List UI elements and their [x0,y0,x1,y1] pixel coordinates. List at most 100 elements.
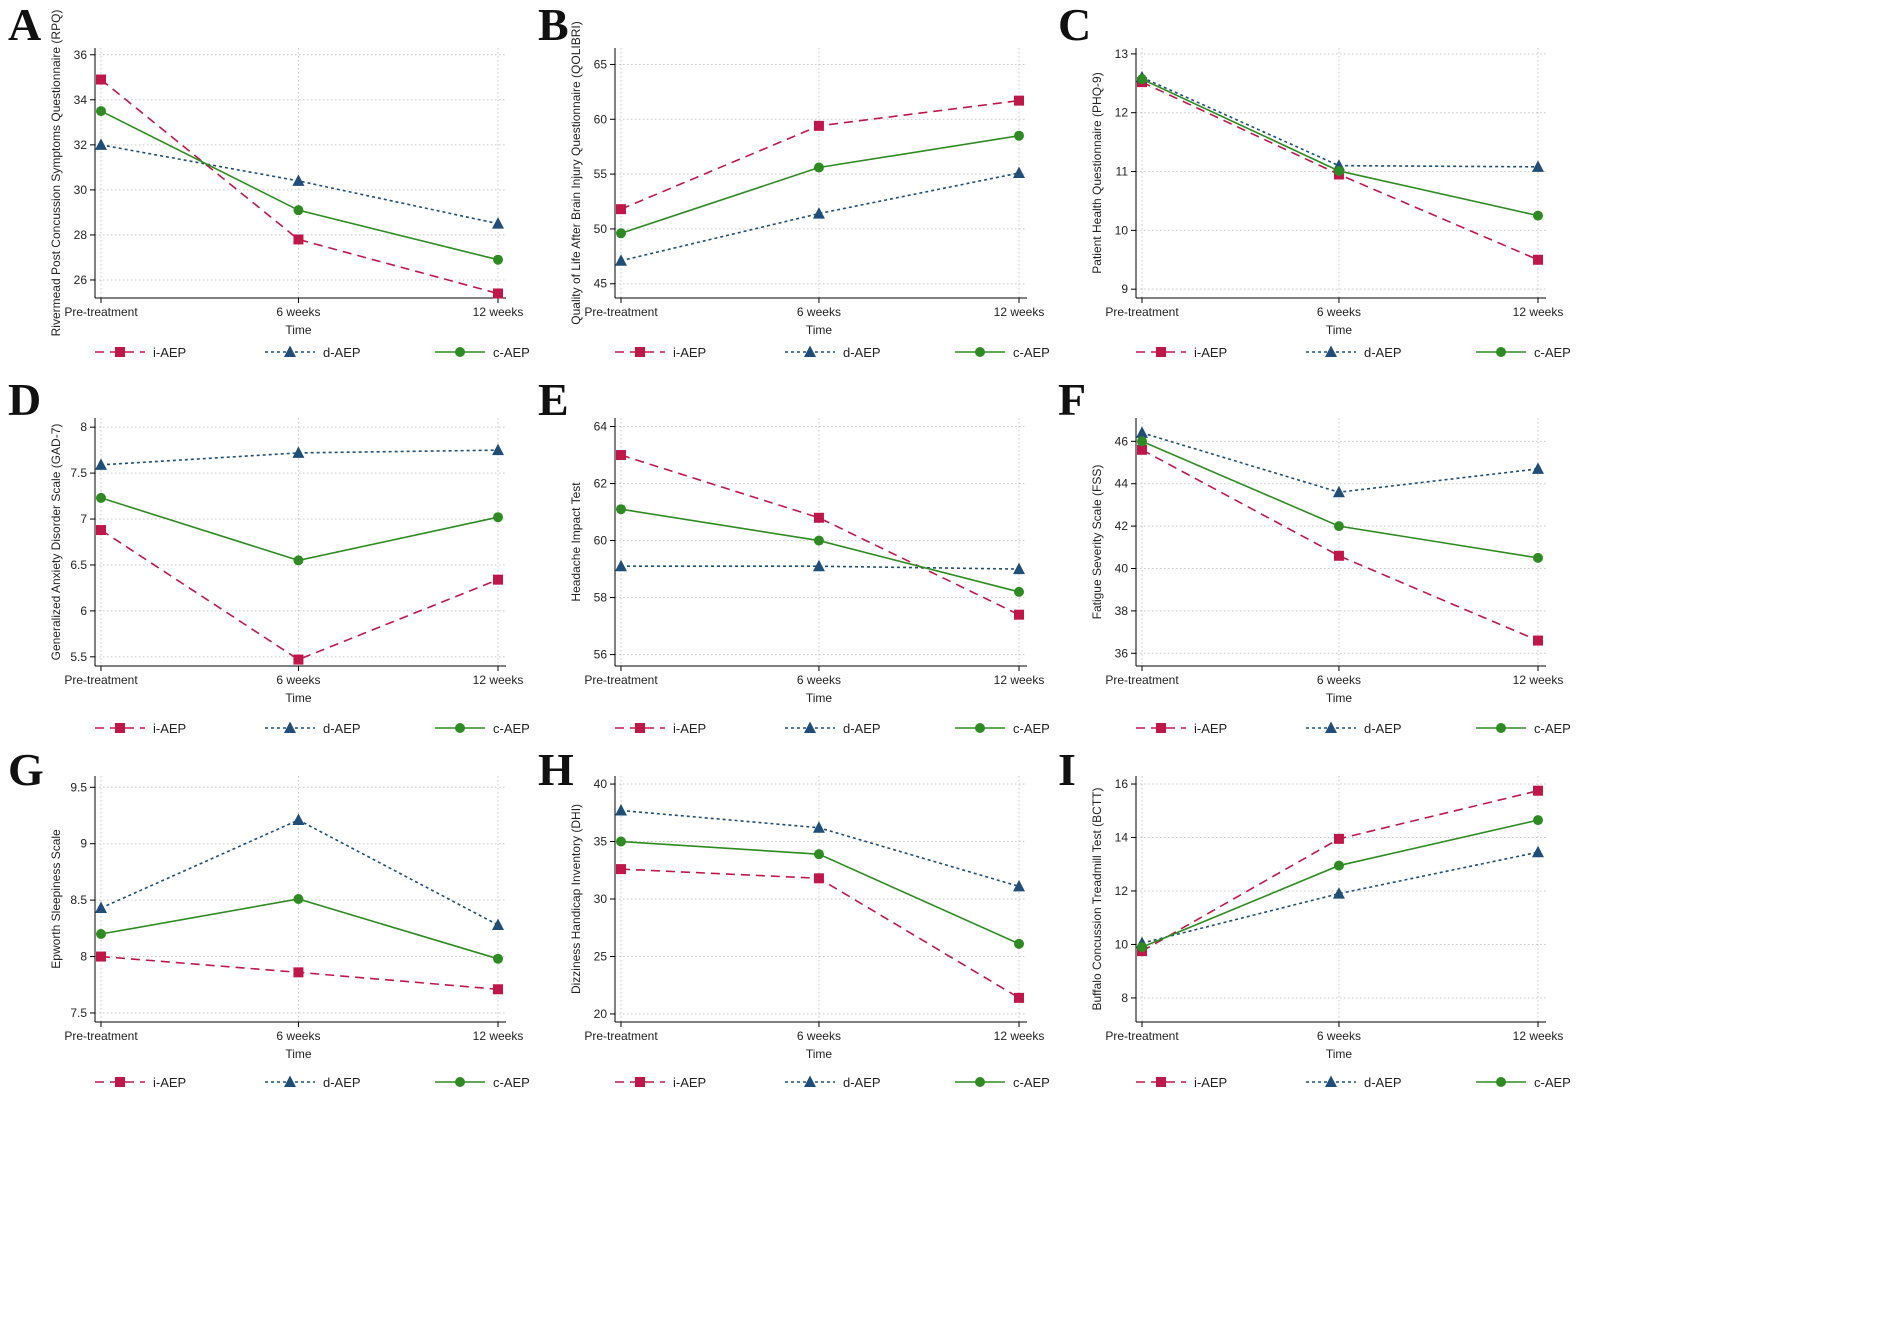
data-point-d-aep [292,174,305,186]
data-point-c-aep [96,928,106,939]
data-point-d-aep [292,813,305,826]
x-axis-title: Time [285,323,312,337]
series-line-d-aep [621,565,1020,570]
legend-label: c-AEP [493,721,530,736]
y-tick-label: 9.5 [70,780,87,794]
legend-label: i-AEP [153,1075,186,1090]
legend-item-d-aep: d-AEP [785,721,881,736]
data-point-d-aep [292,446,305,458]
legend-swatch-marker [284,345,296,357]
x-tick-label: 12 weeks [994,673,1045,687]
legend-item-i-aep: i-AEP [95,721,186,736]
legend-swatch-marker [635,347,645,357]
series-line-i-aep [1141,789,1539,952]
y-tick-label: 6 [80,604,87,618]
series-line-i-aep [620,454,1020,616]
data-point-c-aep [1137,942,1147,953]
x-axis-title: Time [1326,691,1353,705]
legend-swatch-marker [1496,347,1506,357]
x-tick-label: 12 weeks [994,1029,1045,1043]
series-line-d-aep [1141,851,1539,944]
data-point-c-aep [96,492,106,503]
data-point-d-aep [1532,462,1544,474]
panel-d: D 5.5 6 6.5 7 7.5 8 Pre-treatment 6 weeks 12 week… [8,374,530,736]
data-point-i-aep [616,204,626,215]
data-point-i-aep [616,864,626,875]
legend-swatch-marker [455,723,465,733]
data-point-c-aep [293,894,304,904]
data-point-i-aep [293,234,304,245]
series-line-d-aep [100,819,499,926]
series-line-i-aep [100,78,499,295]
legend-item-c-aep: c-AEP [1476,721,1571,736]
x-axis-title: Time [806,1047,833,1061]
x-axis-title: Time [1326,1047,1353,1061]
x-axis-title: Time [285,691,312,705]
legend-swatch-marker [975,1077,985,1087]
panel-a: A 26 28 30 32 34 36 Pre-treatment 6 weeks 12 week… [8,0,530,360]
y-tick-label: 10 [1115,937,1129,951]
x-tick-label: Pre-treatment [64,305,138,319]
y-tick-label: 50 [594,222,608,236]
y-tick-label: 40 [1115,561,1129,575]
data-point-d-aep [615,254,627,266]
data-point-i-aep [493,288,503,299]
panel-f: F 36 38 40 42 44 46 Pre-treatment 6 weeks 12 week… [1058,374,1571,736]
data-point-i-aep [293,654,304,665]
data-point-c-aep [813,162,824,173]
legend-item-c-aep: c-AEP [955,721,1050,736]
data-point-c-aep [1137,436,1147,447]
legend-swatch-marker [284,721,296,733]
data-point-c-aep [493,254,503,265]
data-point-d-aep [1532,845,1544,858]
data-point-c-aep [96,106,106,117]
data-point-d-aep [812,559,825,572]
y-tick-label: 10 [1115,223,1129,237]
legend-label: i-AEP [1194,1075,1227,1090]
panel-letter-c: C [1058,0,1091,50]
y-tick-label: 42 [1115,519,1129,533]
series-line-i-aep [100,529,499,661]
legend-label: d-AEP [323,1075,361,1090]
data-point-c-aep [293,555,304,566]
y-axis-title: Generalized Anxiety Disorder Scale (GAD-… [49,424,63,661]
data-point-c-aep [1533,552,1543,563]
legend-label: c-AEP [1013,1075,1050,1090]
legend-swatch-marker [115,347,125,357]
y-axis-title: Buffalo Concussion Treadmill Test (BCTT) [1090,788,1104,1011]
legend-label: i-AEP [673,1075,706,1090]
legend-label: c-AEP [493,1075,530,1090]
data-point-i-aep [813,873,824,884]
data-point-c-aep [293,205,304,216]
data-point-d-aep [1532,160,1544,172]
data-point-d-aep [615,803,627,816]
legend-swatch-marker [284,1075,296,1087]
y-tick-label: 35 [594,835,608,849]
legend-label: c-AEP [1534,1075,1571,1090]
y-tick-label: 8 [1121,991,1128,1005]
y-tick-label: 44 [1115,477,1129,491]
y-axis-title: Epworth Sleepiness Scale [49,829,63,969]
legend-item-d-aep: d-AEP [1306,1075,1402,1090]
x-tick-label: 6 weeks [1317,1029,1361,1043]
legend-swatch-marker [1496,723,1506,733]
legend-item-d-aep: d-AEP [265,345,361,360]
y-tick-label: 58 [594,591,608,605]
y-axis-title: Rivermead Post Concussion Symptoms Quest… [49,10,63,337]
data-point-i-aep [96,74,106,85]
legend-label: c-AEP [1013,345,1050,360]
data-point-d-aep [615,559,627,572]
y-axis-title: Headache Impact Test [569,482,583,602]
panel-letter-i: I [1058,744,1076,795]
y-tick-label: 38 [1115,604,1129,618]
x-tick-label: 6 weeks [276,673,320,687]
panel-letter-f: F [1058,374,1086,425]
x-axis-title: Time [806,323,833,337]
legend-swatch-marker [804,721,816,733]
data-point-c-aep [1333,165,1344,176]
legend-item-c-aep: c-AEP [1476,1075,1571,1090]
y-tick-label: 13 [1115,47,1129,61]
y-tick-label: 65 [594,57,608,71]
data-point-c-aep [1014,938,1024,949]
